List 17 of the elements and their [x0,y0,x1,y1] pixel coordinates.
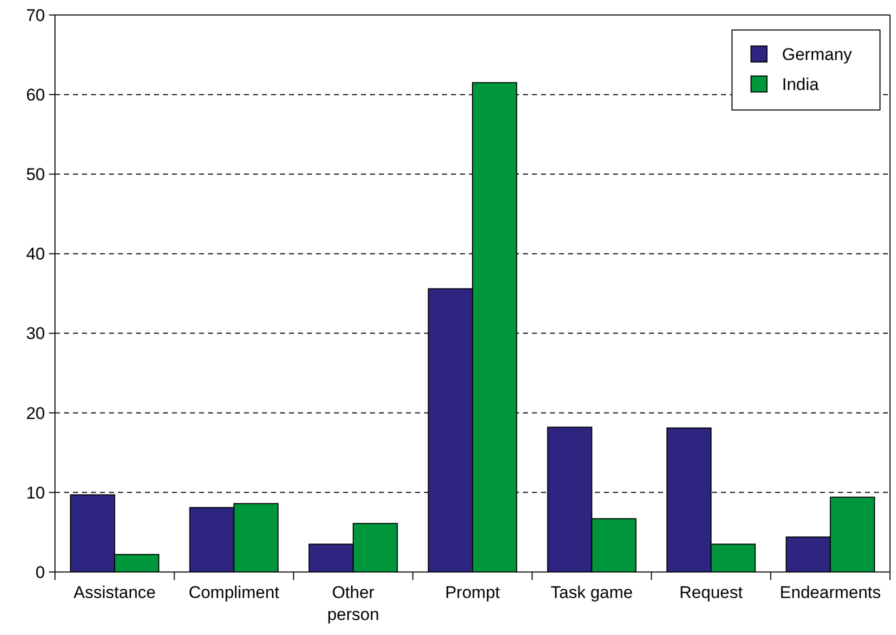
y-tick-label: 70 [26,6,45,25]
y-tick-label: 60 [26,86,45,105]
y-tick-label: 20 [26,404,45,423]
y-tick-label: 30 [26,324,45,344]
x-tick-label: Compliment [188,583,280,602]
y-tick-label: 50 [26,165,45,184]
y-tick-label: 10 [26,483,45,502]
x-tick-label: Request [679,583,744,602]
x-tick-label: Assistance [74,583,156,602]
x-tick-label: Endearments [780,583,881,602]
x-tick-label: Task game [550,583,633,602]
legend-label: Germany [782,44,852,64]
x-tick-label: Prompt [445,583,500,602]
y-tick-label: 40 [26,244,45,264]
x-tick-label: Other person [327,583,380,624]
legend-label: India [782,74,820,94]
y-tick-label: 0 [36,562,45,582]
